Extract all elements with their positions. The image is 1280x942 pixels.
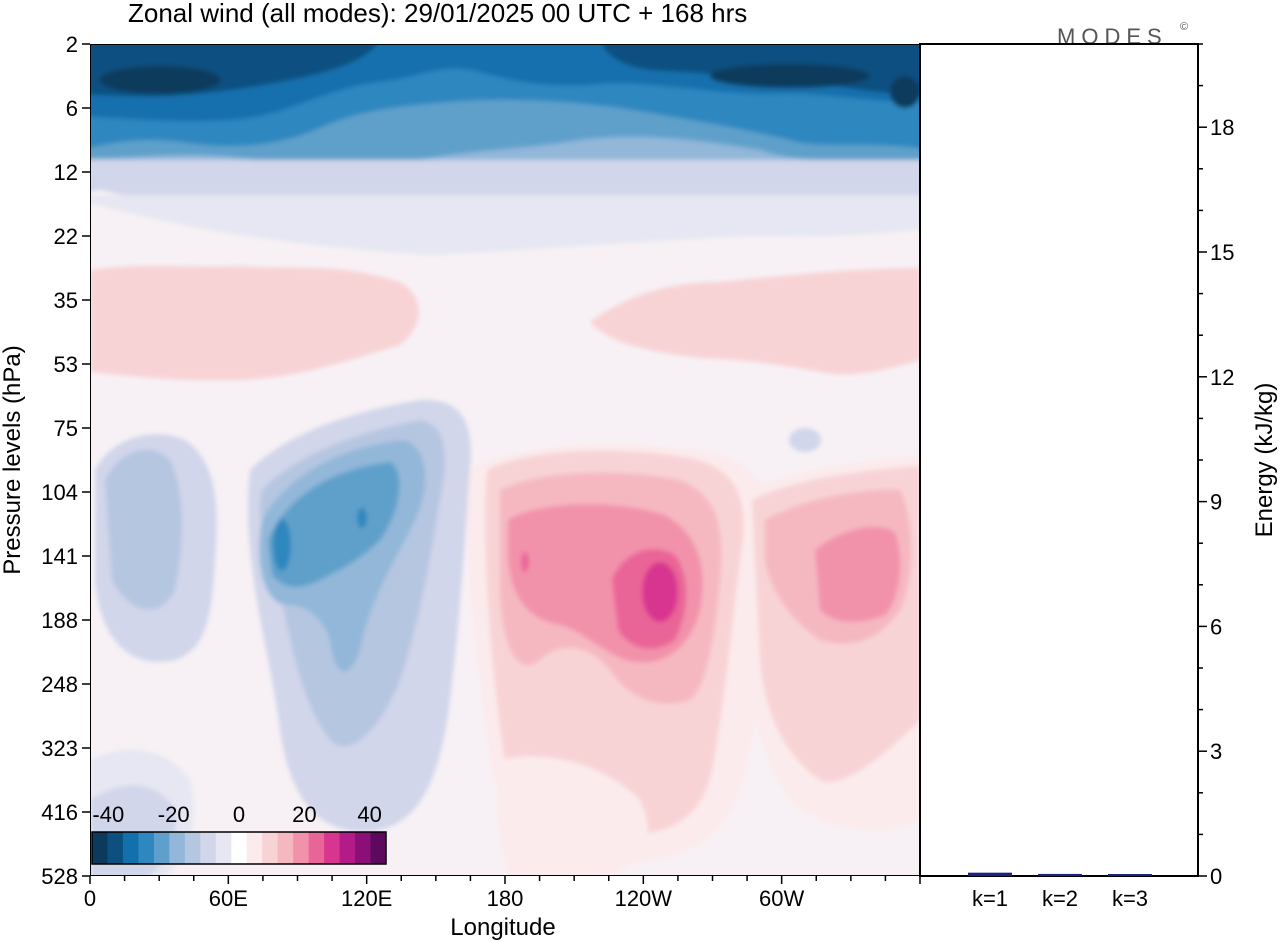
energy-bar-chart: 0 3 6 9 12 15 18 k=1 k=2 k=3 (968, 43, 1234, 911)
field-pos-lower (497, 756, 648, 876)
y-tick-label: 6 (66, 96, 78, 121)
energy-tick-label: 18 (1210, 115, 1234, 140)
field-trans-2 (90, 195, 920, 255)
x-tick-label: 60E (209, 886, 248, 911)
field-pos-small-core (521, 552, 529, 572)
field-neg-small (789, 428, 821, 452)
y-tick-label: 2 (66, 32, 78, 57)
energy-tick-label: 15 (1210, 240, 1234, 265)
energy-panel-frame (919, 43, 1199, 877)
energy-tick-label: 6 (1210, 614, 1222, 639)
colorbar-tick-label: -20 (158, 802, 190, 827)
colorbar-swatch (246, 832, 263, 864)
field-strat-core-2 (710, 64, 870, 88)
colorbar-swatch (169, 832, 186, 864)
x-tick-label: 120W (615, 886, 673, 911)
y-tick-label: 53 (54, 352, 78, 377)
field-neg-core-2 (357, 508, 367, 528)
energy-category-label: k=1 (972, 886, 1008, 911)
colorbar-swatch (277, 832, 294, 864)
colorbar-swatch (215, 832, 232, 864)
colorbar-swatch (184, 832, 201, 864)
colorbar-tick-label: 20 (292, 802, 316, 827)
y-tick-label: 35 (54, 288, 78, 313)
energy-tick-label: 9 (1210, 490, 1222, 515)
field-pos-east-3 (815, 526, 901, 622)
y-tick-label: 104 (41, 480, 78, 505)
energy-tick-label: 0 (1210, 864, 1222, 889)
colorbar-tick-label: 0 (233, 802, 245, 827)
colorbar-swatch (200, 832, 217, 864)
energy-category-label: k=2 (1042, 886, 1078, 911)
y-axis-label: Pressure levels (hPa) (0, 345, 26, 574)
field-neg-central-4 (268, 462, 400, 587)
colorbar-swatch (122, 832, 139, 864)
colorbar: -40 -20 0 20 40 (91, 802, 387, 865)
colorbar-swatch (370, 832, 387, 864)
colorbar-swatch (293, 832, 310, 864)
colorbar-swatch (355, 832, 372, 864)
x-tick-label: 180 (487, 886, 524, 911)
energy-category-label: k=3 (1112, 886, 1148, 911)
y-tick-label: 12 (54, 160, 78, 185)
field-strat-core-3 (890, 76, 920, 108)
y-tick-label: 188 (41, 608, 78, 633)
colorbar-swatch (262, 832, 279, 864)
chart-title: Zonal wind (all modes): 29/01/2025 00 UT… (128, 0, 747, 28)
y-tick-label: 323 (41, 736, 78, 761)
longitude-axis: 0 60E 120E 180 120W 60W (84, 876, 921, 911)
pressure-axis: 2 6 12 22 35 53 75 104 141 188 248 323 416 528 (41, 32, 90, 889)
x-tick-label: 60W (759, 886, 804, 911)
colorbar-frame (91, 831, 387, 865)
energy-tick-label: 12 (1210, 365, 1234, 390)
energy-bar (1038, 873, 1082, 876)
colorbar-tick-label: -40 (92, 802, 124, 827)
field-strat-band-5 (90, 44, 920, 97)
colorbar-swatch (92, 832, 108, 864)
colorbar-swatch (339, 832, 356, 864)
colorbar-swatch (308, 832, 325, 864)
heatmap-field (90, 44, 920, 876)
y-tick-label: 22 (54, 224, 78, 249)
colorbar-tick-label: 40 (357, 802, 381, 827)
energy-axis-label: Energy (kJ/kg) (1251, 383, 1278, 538)
field-neg-core-1 (273, 519, 291, 571)
field-strat-core-1 (100, 66, 220, 94)
x-tick-label: 120E (341, 886, 392, 911)
energy-bar (968, 872, 1012, 876)
y-tick-label: 528 (41, 864, 78, 889)
y-tick-label: 248 (41, 672, 78, 697)
colorbar-swatch (231, 832, 248, 864)
x-tick-label: 0 (84, 886, 96, 911)
field-band-pos-left (90, 265, 419, 381)
energy-bar (1108, 874, 1152, 876)
field-band-pos-right (590, 268, 920, 375)
logo-mark: © (1180, 21, 1188, 33)
colorbar-swatch (138, 832, 155, 864)
y-tick-label: 75 (54, 416, 78, 441)
colorbar-swatch (153, 832, 170, 864)
y-tick-label: 141 (41, 544, 78, 569)
field-neg-west-inner (105, 449, 182, 610)
energy-tick-label: 3 (1210, 739, 1222, 764)
colorbar-swatch (107, 832, 124, 864)
field-pos-main-core (642, 562, 678, 622)
colorbar-swatch (324, 832, 341, 864)
x-axis-label: Longitude (450, 914, 555, 941)
y-tick-label: 416 (41, 800, 78, 825)
